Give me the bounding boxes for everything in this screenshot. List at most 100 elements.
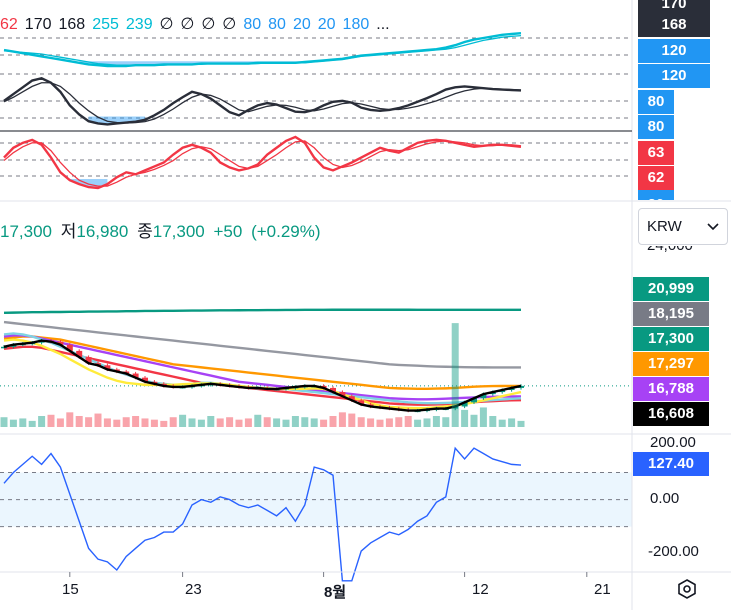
open-value: 17,300 — [0, 222, 52, 241]
price-tag-1: 18,195 — [633, 302, 709, 326]
low-value: 16,980 — [76, 222, 129, 241]
settings-icon[interactable] — [676, 578, 698, 600]
volume-bar-39 — [367, 418, 375, 427]
volume-bar-18 — [169, 417, 177, 427]
volume-bar-40 — [376, 419, 384, 427]
ma-line-3 — [3, 335, 521, 390]
legend-item-13: 180 — [342, 16, 370, 33]
legend-item-7: ∅ — [201, 16, 216, 33]
volume-bar-53 — [498, 419, 506, 427]
candle-body-9 — [85, 357, 92, 364]
legend-item-10: 80 — [268, 16, 286, 33]
osc-line-2 — [3, 76, 522, 126]
volume-bar-48 — [451, 323, 459, 427]
volume-bar-6 — [56, 418, 64, 427]
legend-item-1: 170 — [24, 16, 52, 33]
volume-bar-30 — [282, 419, 290, 427]
candle-body-50 — [471, 398, 477, 403]
candle-body-11 — [104, 365, 111, 370]
volume-bar-43 — [404, 416, 412, 427]
candle-body-6 — [57, 341, 64, 345]
close-line — [3, 339, 522, 412]
volume-bar-16 — [150, 419, 158, 427]
volume-bar-42 — [395, 417, 403, 427]
candle-body-35 — [330, 387, 336, 393]
indicator-legend: 62 170 168 255 239 ∅ ∅ ∅ ∅ 80 80 20 20 180... — [0, 14, 397, 34]
candle-body-36 — [339, 392, 346, 397]
cci-axis-200: 200.00 — [650, 434, 696, 451]
candle-body-51 — [480, 394, 487, 399]
low-label: 저 — [60, 222, 77, 241]
candle-body-38 — [358, 400, 365, 405]
volume-bar-15 — [141, 418, 149, 427]
ohlc-readout: 17,300 저16,980 종17,300 +50 (+0.29%) — [0, 217, 325, 242]
volume-bar-21 — [197, 419, 205, 427]
price-pane — [0, 308, 632, 413]
volume-bar-52 — [489, 416, 497, 427]
candle-body-7 — [66, 344, 73, 351]
candle-body-14 — [132, 373, 139, 378]
volume-bar-23 — [216, 418, 224, 427]
volume-bar-54 — [508, 418, 516, 427]
volume-bar-46 — [432, 416, 440, 427]
legend-item-3: 255 — [92, 16, 119, 33]
ma-line-1 — [3, 308, 521, 315]
volume-pane — [0, 323, 525, 427]
candle-body-15 — [142, 377, 148, 382]
price-tag-3: 17,297 — [633, 352, 709, 376]
price-tag-0: 20,999 — [633, 277, 709, 301]
legend-item-5: ∅ — [159, 16, 174, 33]
osc-tag-80b: 80 — [638, 115, 674, 139]
volume-bar-11 — [103, 418, 111, 427]
volume-bar-51 — [479, 407, 487, 427]
volume-bar-25 — [235, 419, 243, 427]
volume-bar-32 — [301, 417, 309, 427]
volume-bar-14 — [132, 416, 140, 427]
ma-line-4 — [3, 334, 522, 401]
osc-tag-120a: 120 — [638, 39, 710, 63]
legend-item-4: 239 — [125, 16, 153, 33]
cci-axis-neg200: -200.00 — [648, 543, 699, 560]
close-value: 17,300 — [152, 222, 205, 241]
legend-item-9: 80 — [243, 16, 262, 33]
osc-tag-80a: 80 — [638, 90, 674, 114]
osc-tag-top: 170 — [638, 0, 710, 16]
legend-item-12: 20 — [317, 16, 336, 33]
osc-line-3 — [3, 82, 522, 124]
volume-bar-17 — [160, 420, 168, 427]
volume-bar-36 — [338, 412, 346, 427]
volume-bar-34 — [320, 419, 328, 427]
volume-bar-31 — [291, 416, 299, 427]
price-tag-2: 17,300 — [633, 327, 709, 351]
osc-tag-bottom: 20 — [638, 190, 674, 200]
volume-bar-3 — [28, 420, 36, 427]
volume-bar-8 — [75, 416, 83, 427]
cci-value-tag: 127.40 — [633, 452, 709, 476]
cci-line — [3, 446, 522, 582]
volume-bar-13 — [122, 417, 130, 427]
legend-item-8: ∅ — [222, 16, 237, 33]
legend-item-14: ... — [376, 16, 390, 33]
currency-select[interactable]: KRW — [638, 208, 728, 245]
volume-bar-22 — [207, 416, 215, 427]
volume-bar-20 — [188, 418, 196, 427]
volume-bar-45 — [423, 418, 431, 427]
volume-bar-29 — [273, 418, 281, 427]
change-value: +50 — [213, 222, 243, 241]
price-tag-4: 16,788 — [633, 377, 709, 401]
osc-tag-63: 63 — [638, 141, 674, 165]
price-tag-5: 16,608 — [633, 402, 709, 426]
candle-body-0 — [1, 346, 7, 349]
volume-bar-49 — [461, 409, 469, 427]
oscillator-pane — [0, 32, 632, 190]
close-label: 종 — [137, 222, 153, 241]
volume-bar-26 — [244, 418, 252, 427]
osc-line-4 — [3, 135, 522, 190]
change-percent: (+0.29%) — [251, 222, 321, 241]
osc-tag-168: 168 — [638, 13, 710, 37]
volume-bar-28 — [263, 417, 271, 427]
volume-bar-12 — [113, 419, 121, 427]
currency-label: KRW — [647, 218, 682, 235]
osc-line-1 — [3, 34, 522, 66]
